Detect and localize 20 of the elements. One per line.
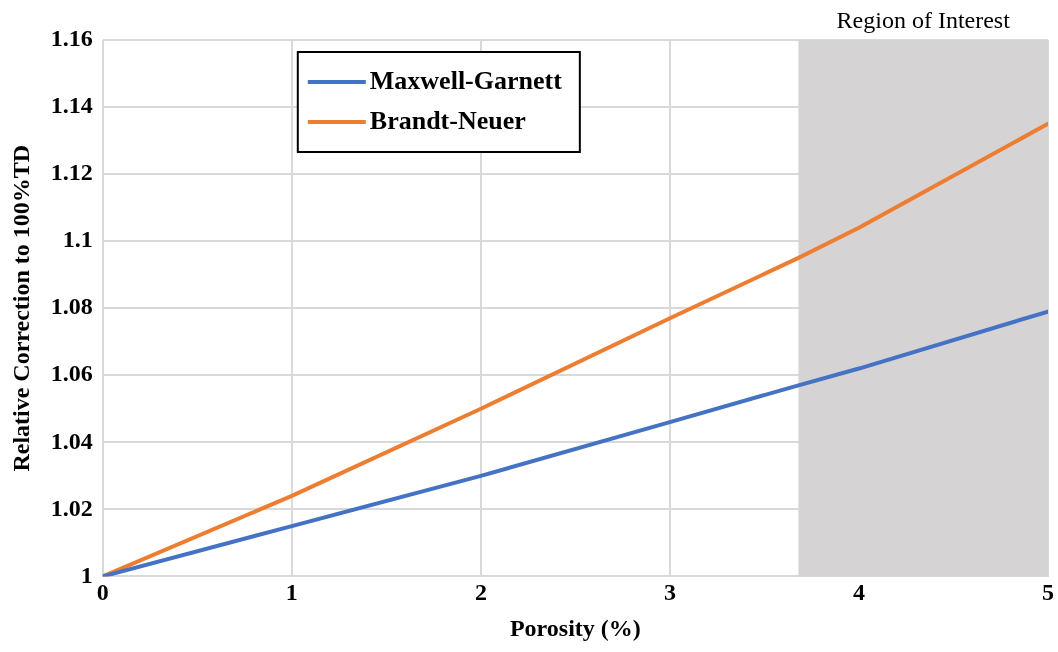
y-axis-title: Relative Correction to 100%TD — [7, 144, 34, 472]
x-tick-label: 1 — [285, 579, 298, 605]
y-tick-label: 1.02 — [50, 494, 93, 521]
x-axis-title: Porosity (%) — [509, 614, 641, 641]
y-tick-label: 1.16 — [50, 25, 93, 52]
y-tick-label: 1.14 — [50, 92, 93, 119]
y-tick-label: 1.06 — [50, 360, 93, 387]
band-label: Region of Interest — [836, 7, 1011, 34]
x-tick-label: 3 — [663, 579, 676, 605]
x-tick-label: 0 — [96, 579, 109, 605]
y-tick-label: 1.12 — [50, 159, 93, 186]
legend-label: Maxwell-Garnett — [369, 65, 563, 95]
legend-label: Brandt-Neuer — [369, 105, 526, 135]
y-tick-label: 1.08 — [50, 293, 93, 320]
y-tick-label: 1.1 — [62, 226, 93, 253]
y-tick-label: 1 — [80, 561, 93, 588]
x-tick-label: 4 — [852, 579, 865, 605]
x-tick-label: 5 — [1042, 579, 1054, 605]
x-tick-label: 2 — [474, 579, 487, 605]
y-tick-label: 1.04 — [50, 427, 93, 454]
